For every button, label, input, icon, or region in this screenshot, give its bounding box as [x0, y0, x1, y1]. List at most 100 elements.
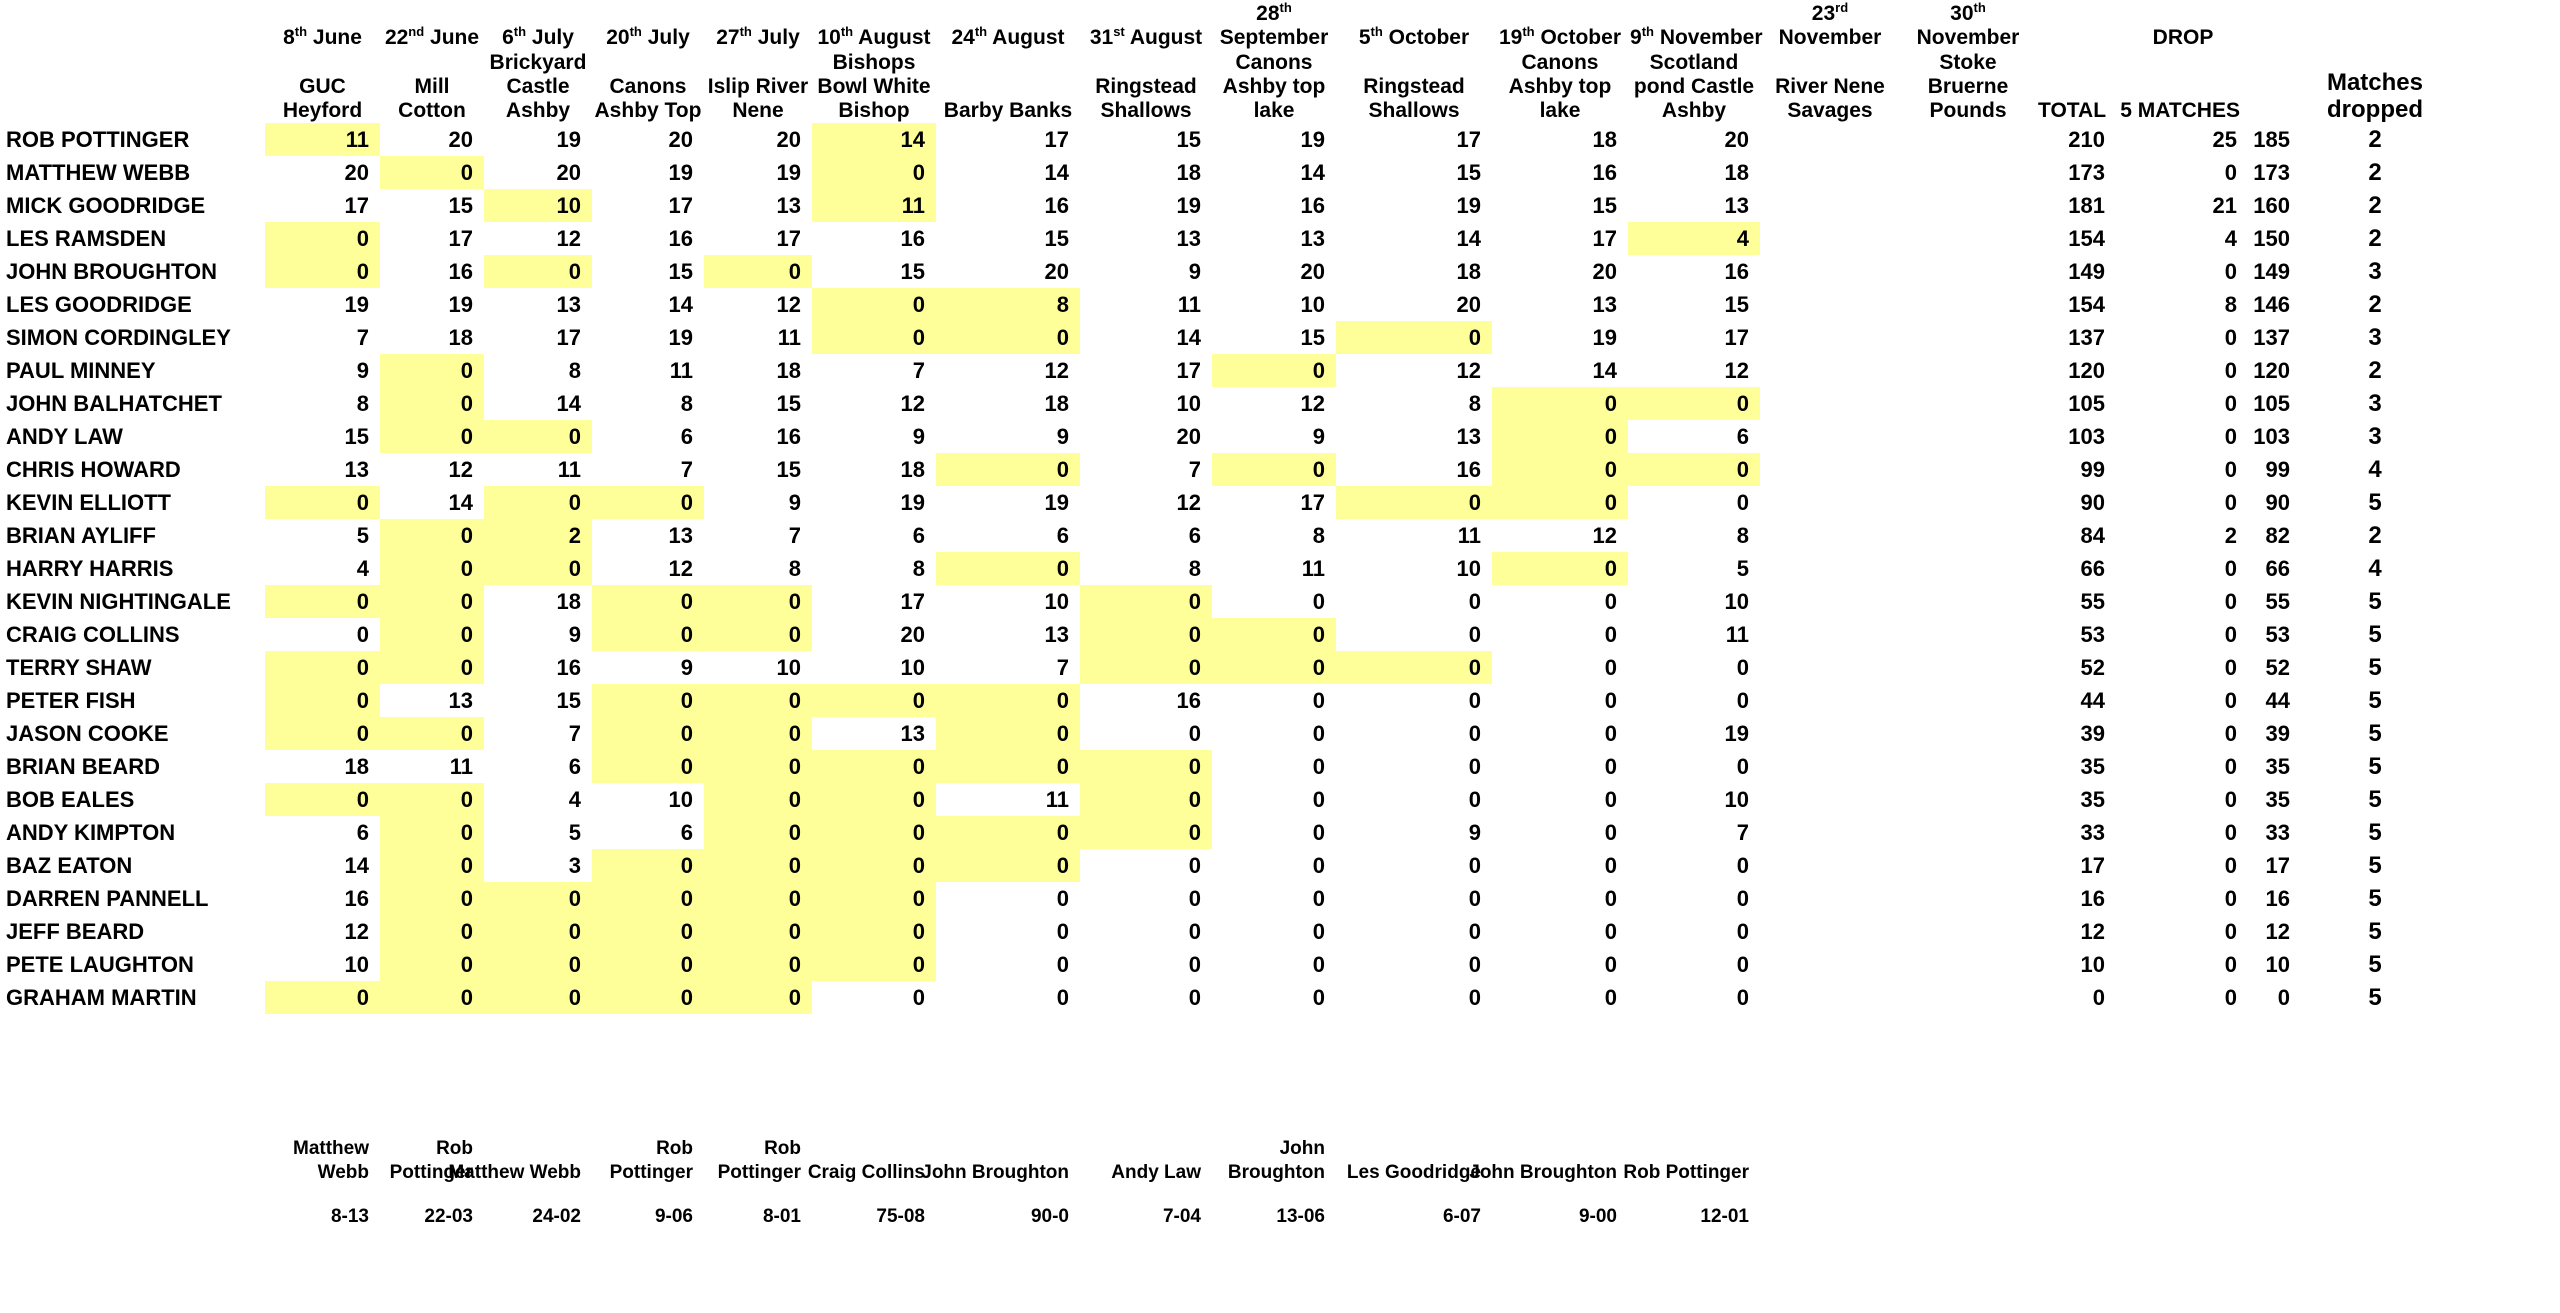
- score-cell[interactable]: 0: [1468, 622, 1481, 647]
- venue-header-6[interactable]: Bishops Bowl White Bishop: [817, 51, 931, 122]
- winner-name-cell[interactable]: Rob Pottinger: [389, 1138, 473, 1183]
- five-date-blank[interactable]: [2248, 0, 2296, 50]
- score-cell[interactable]: 11: [1725, 622, 1749, 647]
- angler-name[interactable]: DARREN PANNELL: [6, 886, 209, 911]
- five-matches-cell[interactable]: 16: [2265, 886, 2290, 911]
- score-cell[interactable]: 0: [592, 849, 704, 882]
- score-cell[interactable]: [1900, 651, 2036, 684]
- score-cell[interactable]: [1760, 552, 1900, 585]
- angler-name[interactable]: ANDY KIMPTON: [6, 820, 176, 845]
- score-cell[interactable]: 15: [1724, 292, 1749, 317]
- score-cell[interactable]: 9: [912, 424, 925, 449]
- score-cell[interactable]: 0: [1604, 787, 1617, 812]
- total-cell[interactable]: 53: [2080, 622, 2105, 647]
- score-cell[interactable]: [1760, 816, 1900, 849]
- score-cell[interactable]: 0: [380, 849, 484, 882]
- drop-cell[interactable]: 21: [2212, 193, 2237, 218]
- score-cell[interactable]: 0: [1188, 952, 1201, 977]
- score-cell[interactable]: 12: [1044, 358, 1069, 383]
- matches-dropped-cell[interactable]: 5: [2368, 720, 2382, 747]
- score-cell[interactable]: 0: [1468, 787, 1481, 812]
- angler-name[interactable]: LES RAMSDEN: [6, 226, 167, 251]
- five-matches-cell[interactable]: 90: [2265, 490, 2290, 515]
- score-cell[interactable]: 0: [704, 618, 812, 651]
- score-cell[interactable]: 0: [1312, 853, 1325, 878]
- total-cell[interactable]: 35: [2080, 787, 2105, 812]
- score-cell[interactable]: [1760, 255, 1900, 288]
- angler-name[interactable]: JOHN BALHATCHET: [6, 391, 222, 416]
- score-cell[interactable]: 0: [380, 387, 484, 420]
- drop-cell[interactable]: 0: [2224, 556, 2237, 581]
- score-cell[interactable]: 15: [776, 457, 801, 482]
- score-cell[interactable]: 9: [1312, 424, 1325, 449]
- score-cell[interactable]: 0: [812, 783, 936, 816]
- score-cell[interactable]: [1900, 915, 2036, 948]
- score-cell[interactable]: 0: [380, 783, 484, 816]
- score-cell[interactable]: 0: [592, 981, 704, 1014]
- score-cell[interactable]: 13: [1176, 226, 1201, 251]
- angler-name[interactable]: JEFF BEARD: [6, 919, 145, 944]
- score-cell[interactable]: 9: [356, 358, 369, 383]
- angler-name[interactable]: BRIAN BEARD: [6, 754, 160, 779]
- matches-dropped-cell[interactable]: 2: [2368, 291, 2382, 318]
- five-matches-cell[interactable]: 52: [2265, 655, 2290, 680]
- angler-name[interactable]: PETER FISH: [6, 688, 136, 713]
- score-cell[interactable]: 20: [1724, 127, 1749, 152]
- venue-header-2[interactable]: Mill Cotton: [398, 75, 466, 122]
- score-cell[interactable]: 18: [344, 754, 369, 779]
- score-cell[interactable]: [1760, 915, 1900, 948]
- score-cell[interactable]: 0: [812, 156, 936, 189]
- score-cell[interactable]: 5: [1736, 556, 1749, 581]
- score-cell[interactable]: 0: [936, 750, 1080, 783]
- matches-dropped-cell[interactable]: 2: [2368, 357, 2382, 384]
- angler-name[interactable]: MICK GOODRIDGE: [6, 193, 206, 218]
- score-cell[interactable]: 0: [265, 585, 380, 618]
- winning-weight-cell[interactable]: [1760, 1187, 1900, 1245]
- score-cell[interactable]: 0: [592, 750, 704, 783]
- score-cell[interactable]: 4: [568, 787, 581, 812]
- md-date-blank[interactable]: [2296, 0, 2454, 50]
- matches-dropped-cell[interactable]: 5: [2368, 687, 2382, 714]
- score-cell[interactable]: 0: [704, 948, 812, 981]
- angler-name[interactable]: CRAIG COLLINS: [6, 622, 180, 647]
- score-cell[interactable]: 19: [1300, 127, 1325, 152]
- score-cell[interactable]: 0: [1080, 816, 1212, 849]
- score-cell[interactable]: [1760, 684, 1900, 717]
- score-cell[interactable]: 0: [704, 750, 812, 783]
- score-cell[interactable]: 0: [592, 585, 704, 618]
- date-header-8[interactable]: 31st August: [1089, 24, 1203, 49]
- venue-header-14[interactable]: Stoke Bruerne Pounds: [1927, 51, 2009, 122]
- winning-weight-cell[interactable]: 9-00: [1578, 1206, 1617, 1227]
- score-cell[interactable]: 0: [704, 255, 812, 288]
- drop-cell[interactable]: 0: [2224, 391, 2237, 416]
- score-cell[interactable]: 0: [1080, 651, 1212, 684]
- score-cell[interactable]: 0: [812, 321, 936, 354]
- five-matches-cell[interactable]: 160: [2253, 193, 2290, 218]
- venue-header-3[interactable]: Brickyard Castle Ashby: [489, 51, 587, 122]
- score-cell[interactable]: 0: [592, 717, 704, 750]
- score-cell[interactable]: 20: [344, 160, 369, 185]
- score-cell[interactable]: 0: [1492, 552, 1628, 585]
- score-cell[interactable]: 0: [592, 915, 704, 948]
- drop-cell[interactable]: 0: [2224, 787, 2237, 812]
- total-cell[interactable]: 33: [2080, 820, 2105, 845]
- total-cell[interactable]: 210: [2068, 127, 2105, 152]
- five-matches-cell[interactable]: 120: [2253, 358, 2290, 383]
- score-cell[interactable]: 0: [265, 651, 380, 684]
- score-cell[interactable]: 0: [1056, 886, 1069, 911]
- five-matches-cell[interactable]: 17: [2265, 853, 2290, 878]
- score-cell[interactable]: 16: [668, 226, 693, 251]
- drop-cell[interactable]: 0: [2224, 886, 2237, 911]
- score-cell[interactable]: [1760, 618, 1900, 651]
- score-cell[interactable]: 0: [1468, 589, 1481, 614]
- angler-name[interactable]: CHRIS HOWARD: [6, 457, 181, 482]
- total-cell[interactable]: 16: [2080, 886, 2105, 911]
- winning-weight-cell[interactable]: 6-07: [1442, 1206, 1481, 1227]
- score-cell[interactable]: 12: [1300, 391, 1325, 416]
- score-cell[interactable]: 9: [1188, 259, 1201, 284]
- matches-dropped-cell[interactable]: 2: [2368, 126, 2382, 153]
- matches-dropped-cell[interactable]: 5: [2368, 885, 2382, 912]
- matches-dropped-cell[interactable]: 5: [2368, 654, 2382, 681]
- score-cell[interactable]: 0: [912, 985, 925, 1010]
- drop-cell[interactable]: 0: [2224, 820, 2237, 845]
